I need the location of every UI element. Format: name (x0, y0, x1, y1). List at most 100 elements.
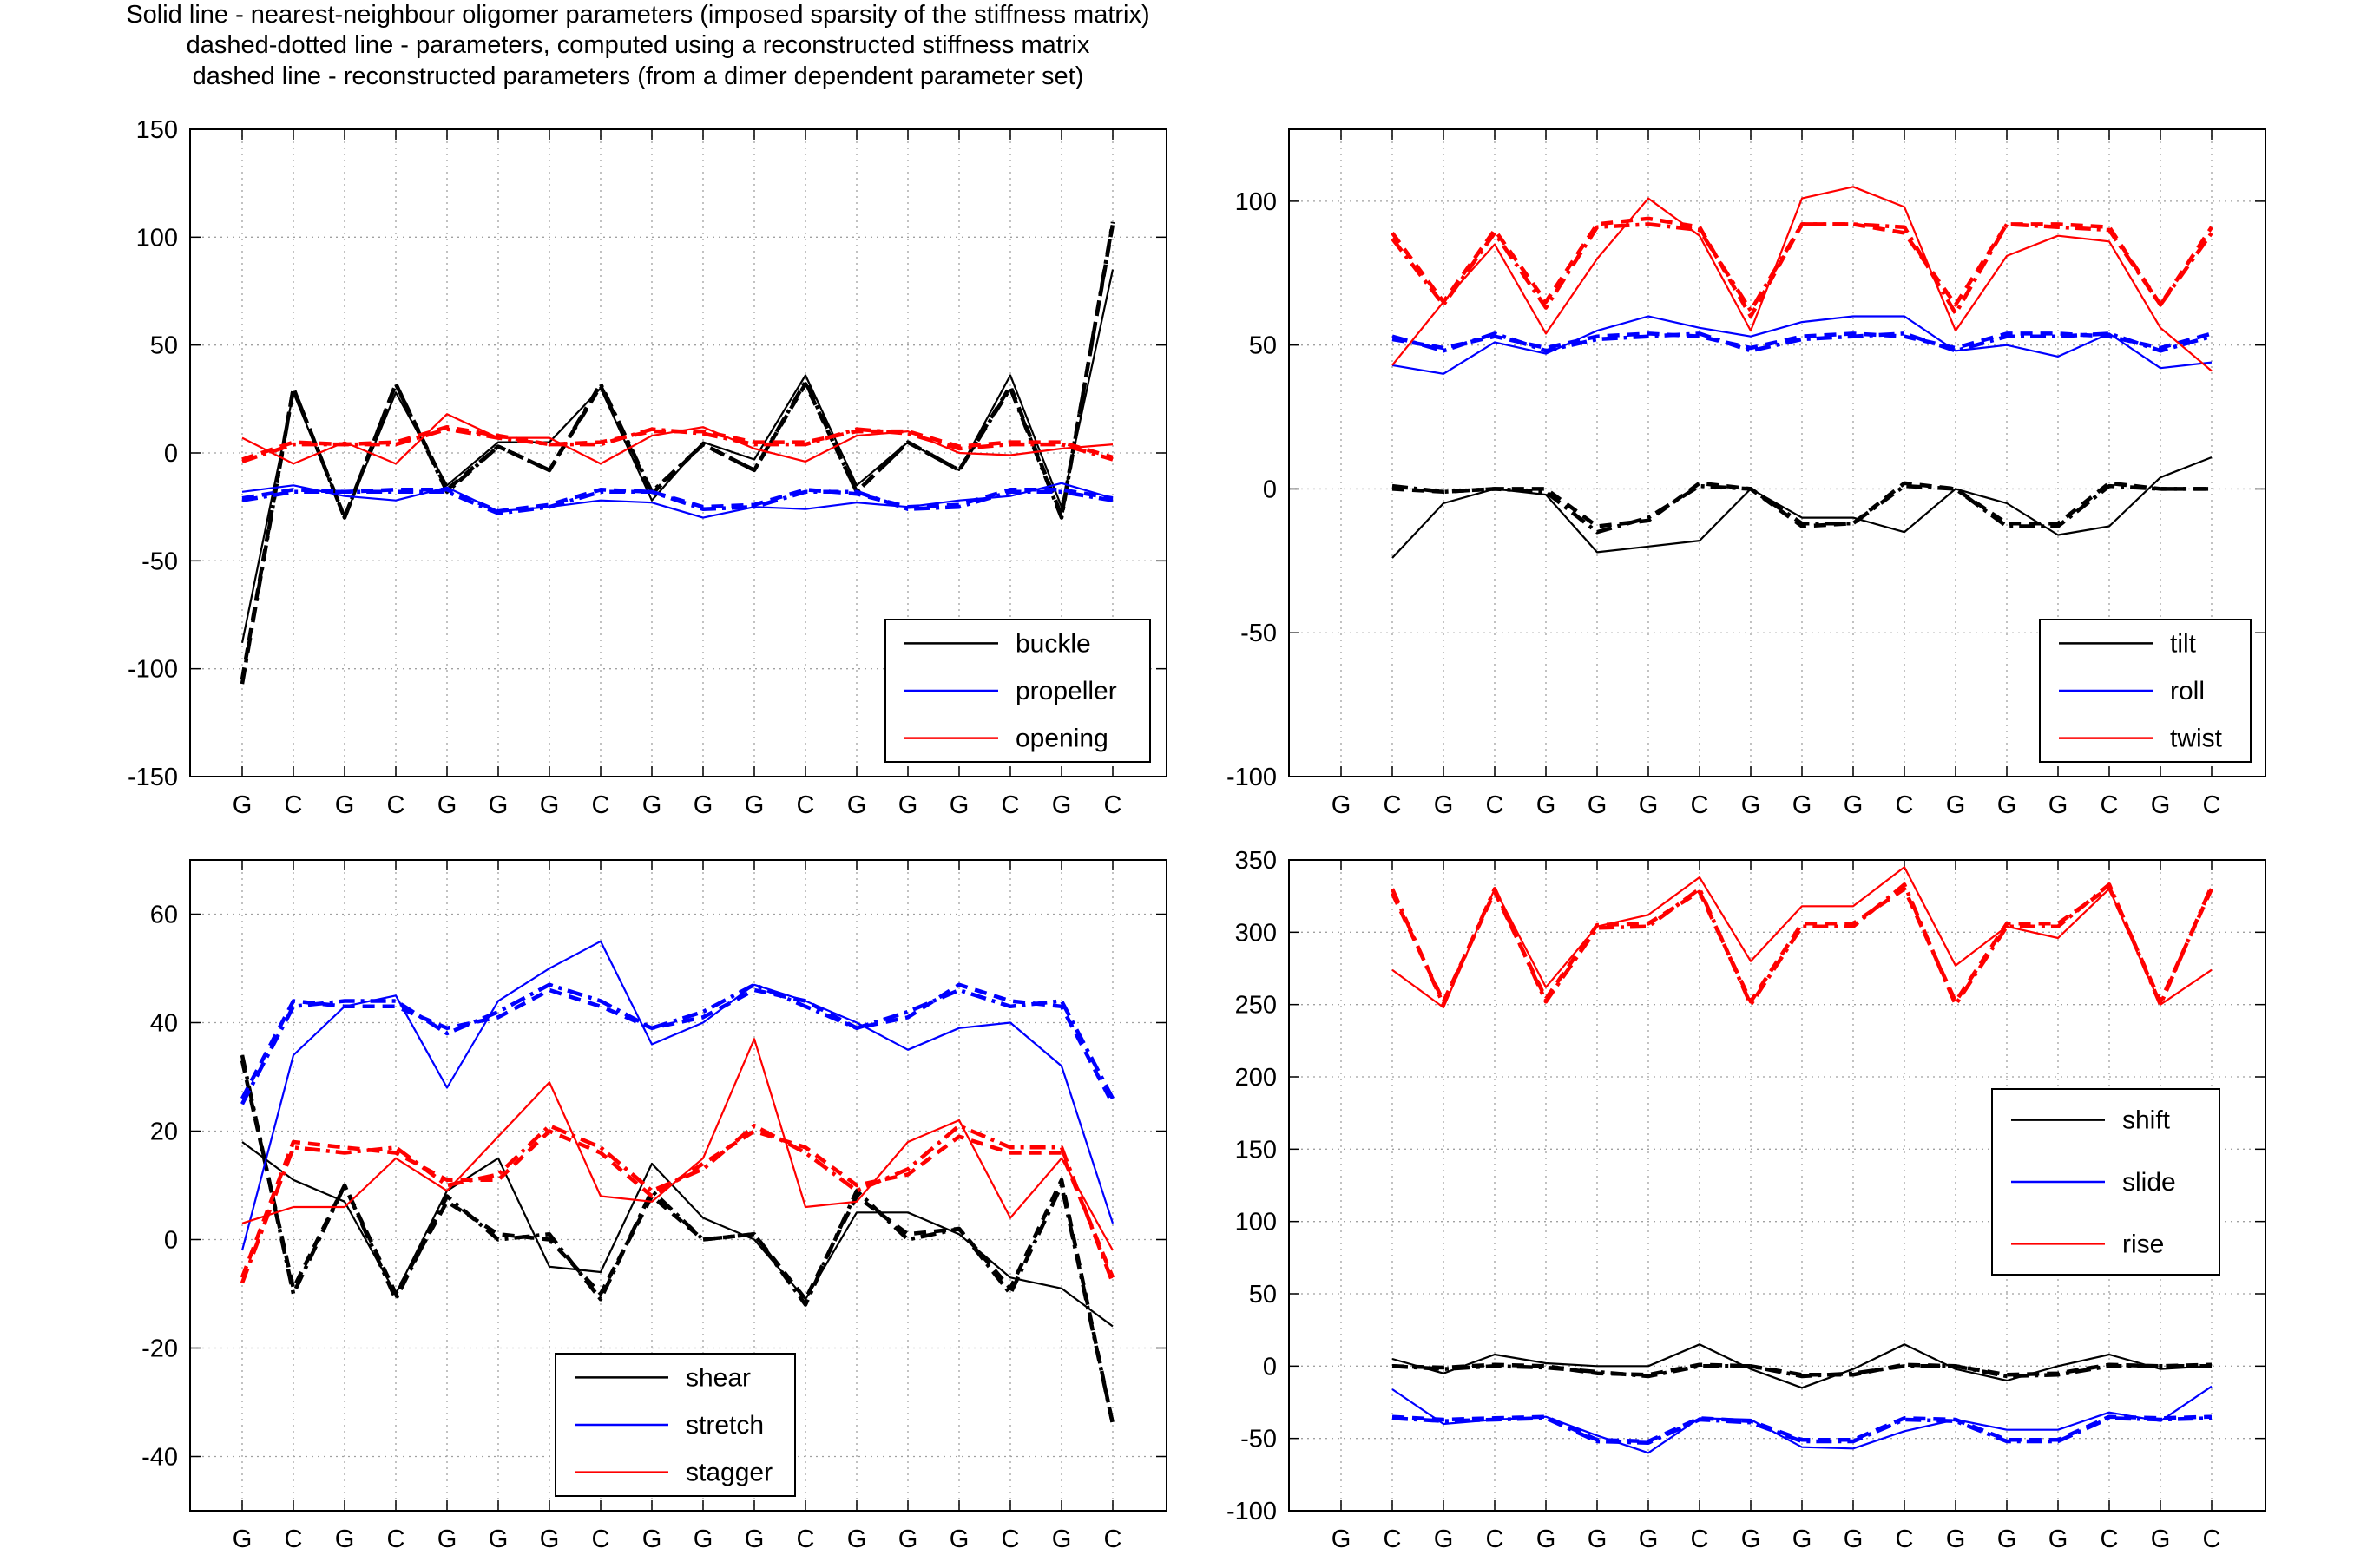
series-shift-dashdot-line (1391, 1364, 2212, 1379)
x-tick-label: C (2203, 1525, 2221, 1553)
x-tick-label: G (1639, 791, 1659, 819)
x-tick-label: G (2048, 791, 2068, 819)
y-tick-label: 300 (1235, 919, 1277, 947)
legend: shift slide rise (1991, 1088, 2220, 1276)
y-tick-label: -50 (1240, 620, 1277, 647)
series-tilt-dashdot-line (1391, 483, 2212, 535)
x-tick-label: C (285, 1525, 303, 1553)
y-tick-label: 350 (1235, 847, 1277, 875)
x-tick-label: G (642, 1525, 662, 1553)
x-tick-label: C (797, 1525, 815, 1553)
x-tick-label: C (1896, 1525, 1914, 1553)
x-tick-label: G (437, 1525, 457, 1553)
x-tick-label: G (694, 791, 713, 819)
x-tick-label: G (1946, 791, 1966, 819)
x-tick-label: G (233, 791, 253, 819)
panel-base-pair-angles: -150 -100 -50 0 50 100 150 G C G C G G G C G G G C G G G C G Cbu… (128, 116, 1167, 819)
x-tick-label: G (1588, 791, 1608, 819)
x-tick-label: G (950, 1525, 970, 1553)
x-tick-label: G (540, 1525, 560, 1553)
x-tick-label: G (1997, 1525, 2017, 1553)
legend-label-shear: shear (686, 1363, 751, 1392)
x-tick-label: C (1486, 1525, 1504, 1553)
x-tick-label: C (2203, 791, 2221, 819)
x-tick-label: G (2151, 1525, 2171, 1553)
x-tick-label: G (1588, 1525, 1608, 1553)
x-tick-label: C (1002, 791, 1020, 819)
series-buckle-solid-line (240, 269, 1115, 644)
x-tick-label: C (1384, 791, 1402, 819)
legend: tilt roll twist (2039, 619, 2252, 763)
legend-label-opening: opening (1016, 725, 1108, 753)
figure-title-line-1: Solid line - nearest-neighbour oligomer … (126, 1, 1150, 29)
plot-frame (189, 859, 1167, 1512)
x-tick-label: C (1691, 1525, 1709, 1553)
legend-label-shift: shift (2122, 1106, 2171, 1135)
x-tick-label: G (540, 791, 560, 819)
plot-frame (1288, 859, 2266, 1512)
x-tick-label: G (1844, 1525, 1864, 1553)
series-roll-dashdot-line (1391, 331, 2213, 353)
x-tick-label: C (1104, 1525, 1122, 1553)
x-tick-label: G (233, 1525, 253, 1553)
panel-step-translations: -100 -50 0 50 100 150 200 250 300 350 G C G C G G G C G G G C… (1226, 847, 2266, 1553)
x-tick-label: G (489, 791, 509, 819)
x-tick-label: G (847, 1525, 867, 1553)
series-propeller-dashdot-line (241, 489, 1114, 515)
series-buckle-dashdot-line (240, 221, 1115, 685)
x-tick-label: G (1052, 1525, 1072, 1553)
legend-label-rise: rise (2122, 1230, 2164, 1258)
x-tick-label: G (898, 1525, 918, 1553)
series-slide-dashed-line (1391, 1414, 2213, 1444)
x-tick-label: C (1896, 791, 1914, 819)
y-tick-label: 100 (136, 224, 178, 252)
x-tick-label: G (1741, 791, 1761, 819)
series-stretch-solid-line (240, 940, 1115, 1251)
x-tick-label: G (745, 1525, 765, 1553)
y-tick-label: -50 (141, 548, 178, 575)
legend-label-propeller: propeller (1016, 677, 1117, 705)
x-tick-label: G (1946, 1525, 1966, 1553)
y-tick-label: -100 (128, 656, 178, 684)
y-tick-label: 100 (1235, 1209, 1277, 1237)
x-tick-label: C (1486, 791, 1504, 819)
y-tick-label: 200 (1235, 1064, 1277, 1092)
legend: shear stretch stagger (555, 1353, 796, 1497)
series-roll-solid-line (1391, 315, 2213, 375)
series-twist-solid-line (1391, 186, 2213, 372)
x-tick-label: G (694, 1525, 713, 1553)
x-tick-label: G (437, 791, 457, 819)
x-tick-label: C (387, 791, 405, 819)
y-tick-label: -50 (1240, 1426, 1277, 1453)
x-tick-label: G (1792, 1525, 1812, 1553)
x-tick-label: G (1536, 1525, 1556, 1553)
y-tick-label: 60 (150, 902, 178, 929)
series-rise-solid-line (1391, 866, 2213, 1009)
x-tick-label: G (1639, 1525, 1659, 1553)
legend-label-roll: roll (2170, 677, 2205, 705)
x-tick-label: G (1052, 791, 1072, 819)
y-tick-label: 250 (1235, 992, 1277, 1020)
x-tick-label: C (1002, 1525, 1020, 1553)
x-tick-label: G (1792, 791, 1812, 819)
series-stretch-dashed-line (240, 982, 1115, 1105)
x-tick-label: C (2101, 1525, 2119, 1553)
series-shift-solid-line (1391, 1343, 2213, 1389)
x-tick-label: G (1332, 1525, 1351, 1553)
legend-label-stagger: stagger (686, 1459, 773, 1487)
x-tick-label: C (1104, 791, 1122, 819)
y-tick-label: -40 (141, 1444, 178, 1472)
x-tick-label: G (1844, 791, 1864, 819)
figure-title: Solid line - nearest-neighbour oligomer … (0, 0, 1276, 92)
x-tick-label: G (1741, 1525, 1761, 1553)
legend-label-slide: slide (2122, 1168, 2176, 1197)
series-shear-solid-line (241, 1141, 1114, 1328)
y-tick-label: 150 (136, 116, 178, 144)
x-tick-label: C (2101, 791, 2119, 819)
y-tick-label: -20 (141, 1335, 178, 1363)
y-tick-label: 0 (1263, 1353, 1277, 1381)
x-tick-label: G (1536, 791, 1556, 819)
